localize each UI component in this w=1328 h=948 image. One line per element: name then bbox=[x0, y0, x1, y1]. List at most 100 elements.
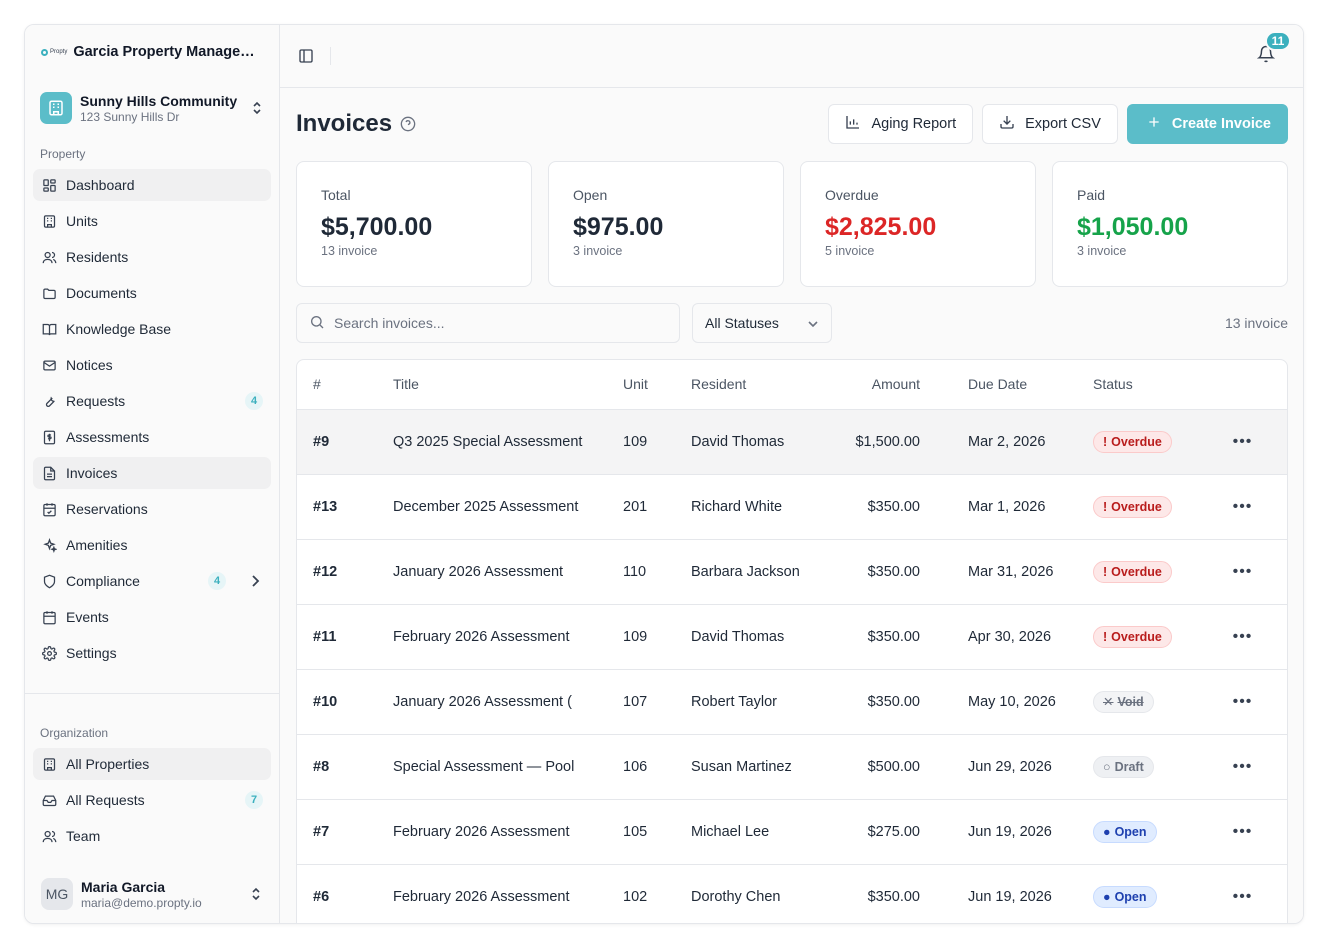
top-bar: 11 bbox=[280, 25, 1303, 88]
more-horizontal-icon[interactable]: ••• bbox=[1197, 864, 1287, 923]
status-cell: ● Open bbox=[1077, 864, 1197, 923]
invoice-resident: Richard White bbox=[675, 474, 830, 540]
invoice-due-date: Mar 2, 2026 bbox=[936, 409, 1077, 475]
help-circle-icon[interactable] bbox=[400, 116, 416, 132]
chevron-right-icon[interactable] bbox=[247, 575, 263, 587]
sidebar-item-team[interactable]: Team bbox=[33, 820, 271, 852]
search-box[interactable] bbox=[296, 303, 680, 343]
sidebar-item-assessments[interactable]: Assessments bbox=[33, 421, 271, 453]
sidebar-item-label: Team bbox=[66, 828, 101, 844]
alert-icon: ! bbox=[1103, 499, 1108, 514]
more-horizontal-icon[interactable]: ••• bbox=[1197, 474, 1287, 540]
column-header-number[interactable]: # bbox=[297, 360, 377, 410]
invoice-unit: 110 bbox=[607, 539, 675, 605]
plus-icon bbox=[1146, 114, 1162, 134]
column-header-title[interactable]: Title bbox=[377, 360, 607, 410]
status-cell: ! Overdue bbox=[1077, 474, 1197, 540]
sidebar-item-all-requests[interactable]: All Requests 7 bbox=[33, 784, 271, 816]
status-label: Overdue bbox=[1111, 629, 1162, 644]
create-invoice-button[interactable]: Create Invoice bbox=[1126, 104, 1288, 144]
status-badge: ! Overdue bbox=[1093, 560, 1172, 583]
property-switcher[interactable]: Sunny Hills Community 123 Sunny Hills Dr bbox=[40, 87, 264, 129]
table-row[interactable]: #13 December 2025 Assessment 201 Richard… bbox=[297, 474, 1287, 540]
invoice-resident: Barbara Jackson bbox=[675, 539, 830, 605]
search-input[interactable] bbox=[334, 315, 654, 331]
sidebar-toggle-icon[interactable] bbox=[296, 46, 316, 66]
invoice-title: Special Assessment — Pool bbox=[377, 734, 607, 800]
org-header[interactable]: Propty Garcia Property Management bbox=[25, 25, 279, 79]
sidebar-item-label: All Properties bbox=[66, 756, 150, 772]
column-header-resident[interactable]: Resident bbox=[675, 360, 830, 410]
invoice-amount: $1,500.00 bbox=[830, 409, 936, 475]
file-text-icon bbox=[41, 465, 57, 481]
stat-card-paid: Paid $1,050.00 3 invoice bbox=[1052, 161, 1288, 287]
avatar: MG bbox=[41, 878, 73, 910]
invoice-amount: $350.00 bbox=[830, 474, 936, 540]
sidebar-item-all-properties[interactable]: All Properties bbox=[33, 748, 271, 780]
sidebar-item-knowledge-base[interactable]: Knowledge Base bbox=[33, 313, 271, 345]
invoice-amount: $350.00 bbox=[830, 539, 936, 605]
propty-logo: Propty bbox=[41, 48, 67, 56]
table-row[interactable]: #9 Q3 2025 Special Assessment 109 David … bbox=[297, 409, 1287, 475]
sidebar-item-requests[interactable]: Requests 4 bbox=[33, 385, 271, 417]
invoice-number: #10 bbox=[297, 669, 377, 735]
invoice-amount: $275.00 bbox=[830, 799, 936, 865]
more-horizontal-icon[interactable]: ••• bbox=[1197, 799, 1287, 865]
sidebar-item-invoices[interactable]: Invoices bbox=[33, 457, 271, 489]
sidebar-item-events[interactable]: Events bbox=[33, 601, 271, 633]
invoice-number: #11 bbox=[297, 604, 377, 670]
requests-count-badge: 4 bbox=[245, 392, 263, 410]
column-header-due-date[interactable]: Due Date bbox=[936, 360, 1077, 410]
sidebar-item-units[interactable]: Units bbox=[33, 205, 271, 237]
sidebar-item-compliance[interactable]: Compliance 4 bbox=[33, 565, 271, 597]
sidebar-item-label: Reservations bbox=[66, 501, 148, 517]
stat-value: $2,825.00 bbox=[825, 213, 937, 241]
sidebar-item-label: Events bbox=[66, 609, 109, 625]
table-row[interactable]: #8 Special Assessment — Pool 106 Susan M… bbox=[297, 734, 1287, 800]
sidebar-item-documents[interactable]: Documents bbox=[33, 277, 271, 309]
more-horizontal-icon[interactable]: ••• bbox=[1197, 734, 1287, 800]
sidebar-item-amenities[interactable]: Amenities bbox=[33, 529, 271, 561]
status-cell: ✕ Void bbox=[1077, 669, 1197, 735]
more-horizontal-icon[interactable]: ••• bbox=[1197, 539, 1287, 605]
column-header-unit[interactable]: Unit bbox=[607, 360, 675, 410]
table-row[interactable]: #7 February 2026 Assessment 105 Michael … bbox=[297, 799, 1287, 865]
invoice-due-date: Mar 1, 2026 bbox=[936, 474, 1077, 540]
bar-chart-icon bbox=[845, 114, 861, 134]
book-icon bbox=[41, 321, 57, 337]
more-horizontal-icon[interactable]: ••• bbox=[1197, 669, 1287, 735]
aging-report-button[interactable]: Aging Report bbox=[828, 104, 974, 144]
sidebar-item-reservations[interactable]: Reservations bbox=[33, 493, 271, 525]
invoice-number: #6 bbox=[297, 864, 377, 923]
status-badge: ○ Draft bbox=[1093, 755, 1154, 778]
notification-count-badge: 11 bbox=[1265, 31, 1291, 51]
chevron-down-icon bbox=[807, 315, 819, 331]
user-menu[interactable]: MG Maria Garcia maria@demo.propty.io bbox=[25, 873, 279, 915]
invoice-title: January 2026 Assessment bbox=[377, 539, 607, 605]
table-row[interactable]: #10 January 2026 Assessment ( 107 Robert… bbox=[297, 669, 1287, 735]
more-horizontal-icon[interactable]: ••• bbox=[1197, 604, 1287, 670]
status-label: Open bbox=[1114, 824, 1147, 839]
sidebar-item-residents[interactable]: Residents bbox=[33, 241, 271, 273]
invoice-unit: 102 bbox=[607, 864, 675, 923]
sidebar-item-dashboard[interactable]: Dashboard bbox=[33, 169, 271, 201]
alert-icon: ! bbox=[1103, 564, 1108, 579]
column-header-status[interactable]: Status bbox=[1077, 360, 1197, 410]
table-row[interactable]: #6 February 2026 Assessment 102 Dorothy … bbox=[297, 864, 1287, 923]
stats-row: Total $5,700.00 13 invoice Open $975.00 … bbox=[296, 161, 1288, 287]
users-icon bbox=[41, 828, 57, 844]
sidebar-item-notices[interactable]: Notices bbox=[33, 349, 271, 381]
alert-icon: ! bbox=[1103, 434, 1108, 449]
table-row[interactable]: #11 February 2026 Assessment 109 David T… bbox=[297, 604, 1287, 670]
sidebar-item-label: Compliance bbox=[66, 573, 140, 589]
invoice-unit: 109 bbox=[607, 409, 675, 475]
more-horizontal-icon[interactable]: ••• bbox=[1197, 409, 1287, 475]
status-filter-select[interactable]: All Statuses bbox=[692, 303, 832, 343]
export-csv-button[interactable]: Export CSV bbox=[982, 104, 1118, 144]
sidebar-item-settings[interactable]: Settings bbox=[33, 637, 271, 669]
stat-sub: 3 invoice bbox=[1077, 244, 1127, 258]
create-invoice-label: Create Invoice bbox=[1171, 116, 1271, 132]
invoice-amount: $350.00 bbox=[830, 604, 936, 670]
table-row[interactable]: #12 January 2026 Assessment 110 Barbara … bbox=[297, 539, 1287, 605]
column-header-amount[interactable]: Amount bbox=[830, 360, 936, 410]
